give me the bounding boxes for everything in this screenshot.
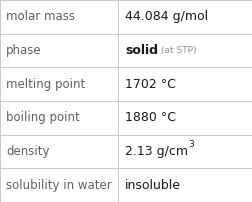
Text: insoluble: insoluble — [125, 179, 180, 192]
Text: solubility in water: solubility in water — [6, 179, 112, 192]
Text: 2.13 g/cm: 2.13 g/cm — [125, 145, 187, 158]
Text: 3: 3 — [187, 140, 193, 149]
Text: phase: phase — [6, 44, 42, 57]
Text: solid: solid — [125, 44, 158, 57]
Text: 44.084 g/mol: 44.084 g/mol — [125, 10, 208, 23]
Text: 1702 °C: 1702 °C — [125, 78, 175, 91]
Text: melting point: melting point — [6, 78, 85, 91]
Text: density: density — [6, 145, 50, 158]
Text: 1880 °C: 1880 °C — [125, 111, 176, 124]
Text: (at STP): (at STP) — [161, 46, 196, 55]
Text: molar mass: molar mass — [6, 10, 75, 23]
Text: boiling point: boiling point — [6, 111, 80, 124]
